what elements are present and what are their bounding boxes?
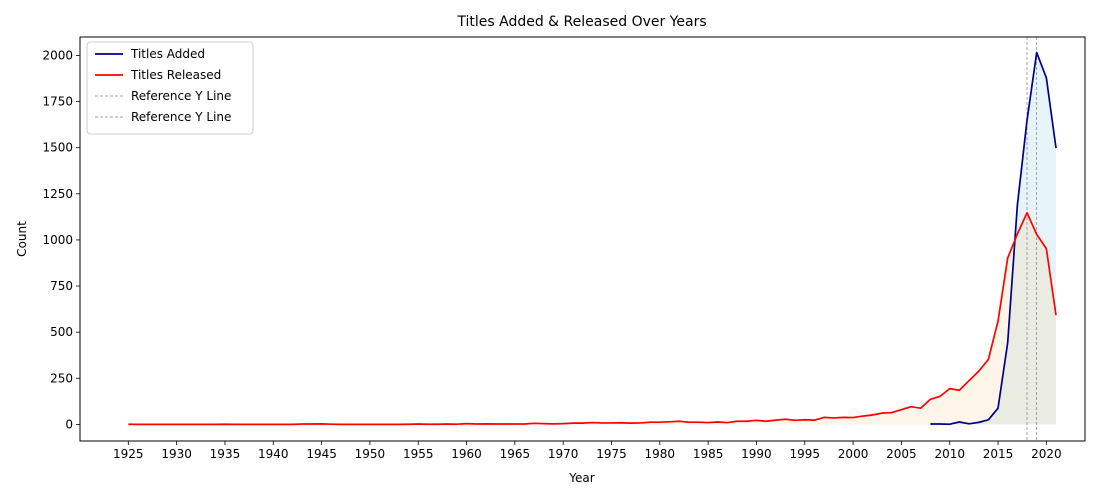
legend-label-2: Reference Y Line (131, 89, 231, 103)
x-tick-label: 1960 (451, 447, 482, 461)
series-line-0 (930, 51, 1057, 426)
y-tick-label: 250 (50, 371, 73, 385)
x-tick-label: 1925 (113, 447, 144, 461)
x-tick-label: 1990 (741, 447, 772, 461)
x-tick-label: 1980 (645, 447, 676, 461)
legend-label-1: Titles Released (130, 68, 221, 82)
y-tick-label: 1500 (42, 141, 73, 155)
x-tick-label: 1965 (500, 447, 531, 461)
plot-area (128, 37, 1057, 441)
x-tick-label: 1955 (403, 447, 434, 461)
legend-box (86, 41, 254, 135)
y-tick-label: 1750 (42, 95, 73, 109)
y-tick-label: 2000 (42, 48, 73, 62)
y-tick-label: 750 (50, 279, 73, 293)
axes: 1925 1930 1935 1940 1945 1950 1955 1960 1965 1970… (42, 36, 1086, 461)
y-tick-label: 0 (65, 417, 73, 431)
axes-frame (79, 36, 1086, 442)
x-tick-label: 1930 (161, 447, 192, 461)
x-tick-label: 2005 (886, 447, 917, 461)
x-tick-label: 1935 (210, 447, 241, 461)
x-tick-label: 1940 (258, 447, 289, 461)
x-tick-label: 2015 (983, 447, 1014, 461)
y-axis-title: Count (15, 221, 29, 257)
y-tick-label: 1250 (42, 187, 73, 201)
x-tick-label: 1945 (306, 447, 337, 461)
x-tick-label: 2010 (934, 447, 965, 461)
x-tick-label: 1985 (693, 447, 724, 461)
series-line-1 (128, 211, 1057, 426)
x-tick-label: 1995 (789, 447, 820, 461)
y-tick-label: 500 (50, 325, 73, 339)
x-tick-label: 1950 (355, 447, 386, 461)
x-axis-title: Year (568, 471, 594, 485)
legend-label-0: Titles Added (130, 47, 205, 61)
x-tick-label: 1970 (548, 447, 579, 461)
legend-label-3: Reference Y Line (131, 110, 231, 124)
series-area-1 (128, 212, 1057, 425)
chart-title: Titles Added & Released Over Years (456, 14, 706, 30)
y-tick-label: 1000 (42, 233, 73, 247)
x-tick-label: 2020 (1031, 447, 1062, 461)
x-tick-label: 2000 (838, 447, 869, 461)
legend: Titles Added Titles Released Reference Y L… (86, 41, 254, 135)
x-tick-label: 1975 (596, 447, 627, 461)
